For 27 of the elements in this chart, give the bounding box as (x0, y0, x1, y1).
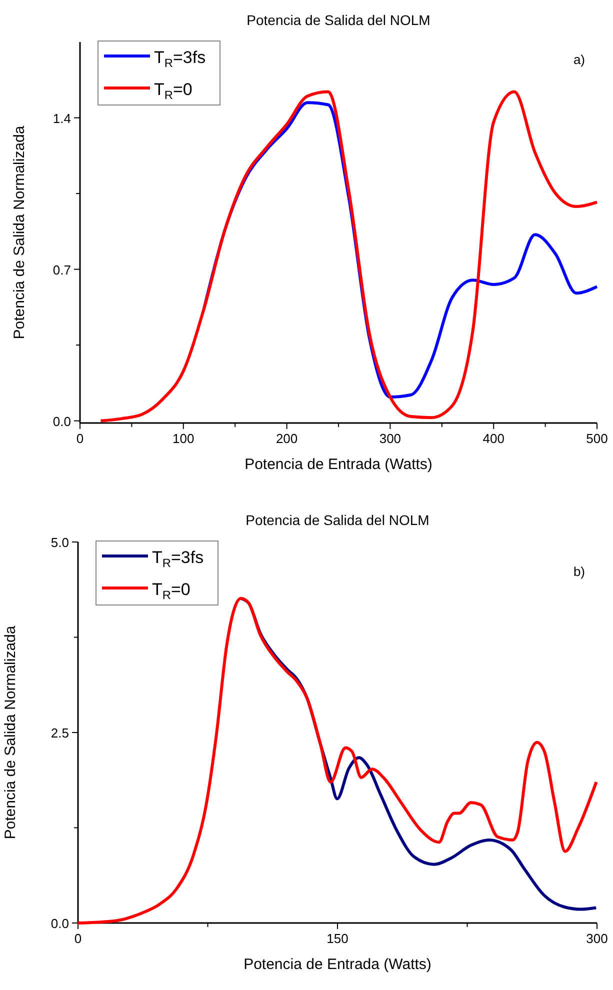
x-tick-label: 100 (172, 431, 194, 446)
chart-title: Potencia de Salida del NOLM (246, 12, 430, 28)
y-tick-label: 2.5 (50, 726, 69, 740)
chart-title: Potencia de Salida del NOLM (246, 512, 430, 528)
y-axis-title: Potencia de Salida Normalizada (11, 125, 28, 340)
x-tick-label: 0 (76, 431, 84, 446)
x-tick-label: 400 (482, 431, 504, 446)
y-tick-label: 5.0 (50, 535, 69, 550)
y-tick-label: 0.7 (52, 262, 71, 278)
legend-label: T$_{R}$=3fs (152, 548, 204, 570)
y-axis-title: Potencia de Salida Normalizada (2, 625, 19, 840)
x-axis-title: Potencia de Entrada (Watts) (244, 956, 432, 973)
x-tick-label: 0 (74, 931, 82, 946)
x-tick-label: 500 (586, 431, 608, 446)
y-tick-label: 0.0 (50, 916, 69, 931)
x-tick-label: 200 (276, 431, 298, 446)
legend-label: T$_{R}$=3fs (154, 48, 206, 70)
legend-label: T$_{R}$=0 (154, 80, 192, 102)
legend-label: T$_{R}$=0 (152, 580, 190, 602)
annotation: a) (573, 52, 585, 67)
y-tick-label: 0.0 (52, 414, 71, 429)
y-tick-label: 1.4 (52, 110, 71, 126)
annotation: b) (573, 564, 585, 579)
x-tick-label: 300 (379, 431, 402, 446)
x-axis-title: Potencia de Entrada (Watts) (244, 456, 432, 473)
x-tick-label: 300 (586, 931, 608, 946)
x-tick-label: 150 (326, 931, 348, 946)
